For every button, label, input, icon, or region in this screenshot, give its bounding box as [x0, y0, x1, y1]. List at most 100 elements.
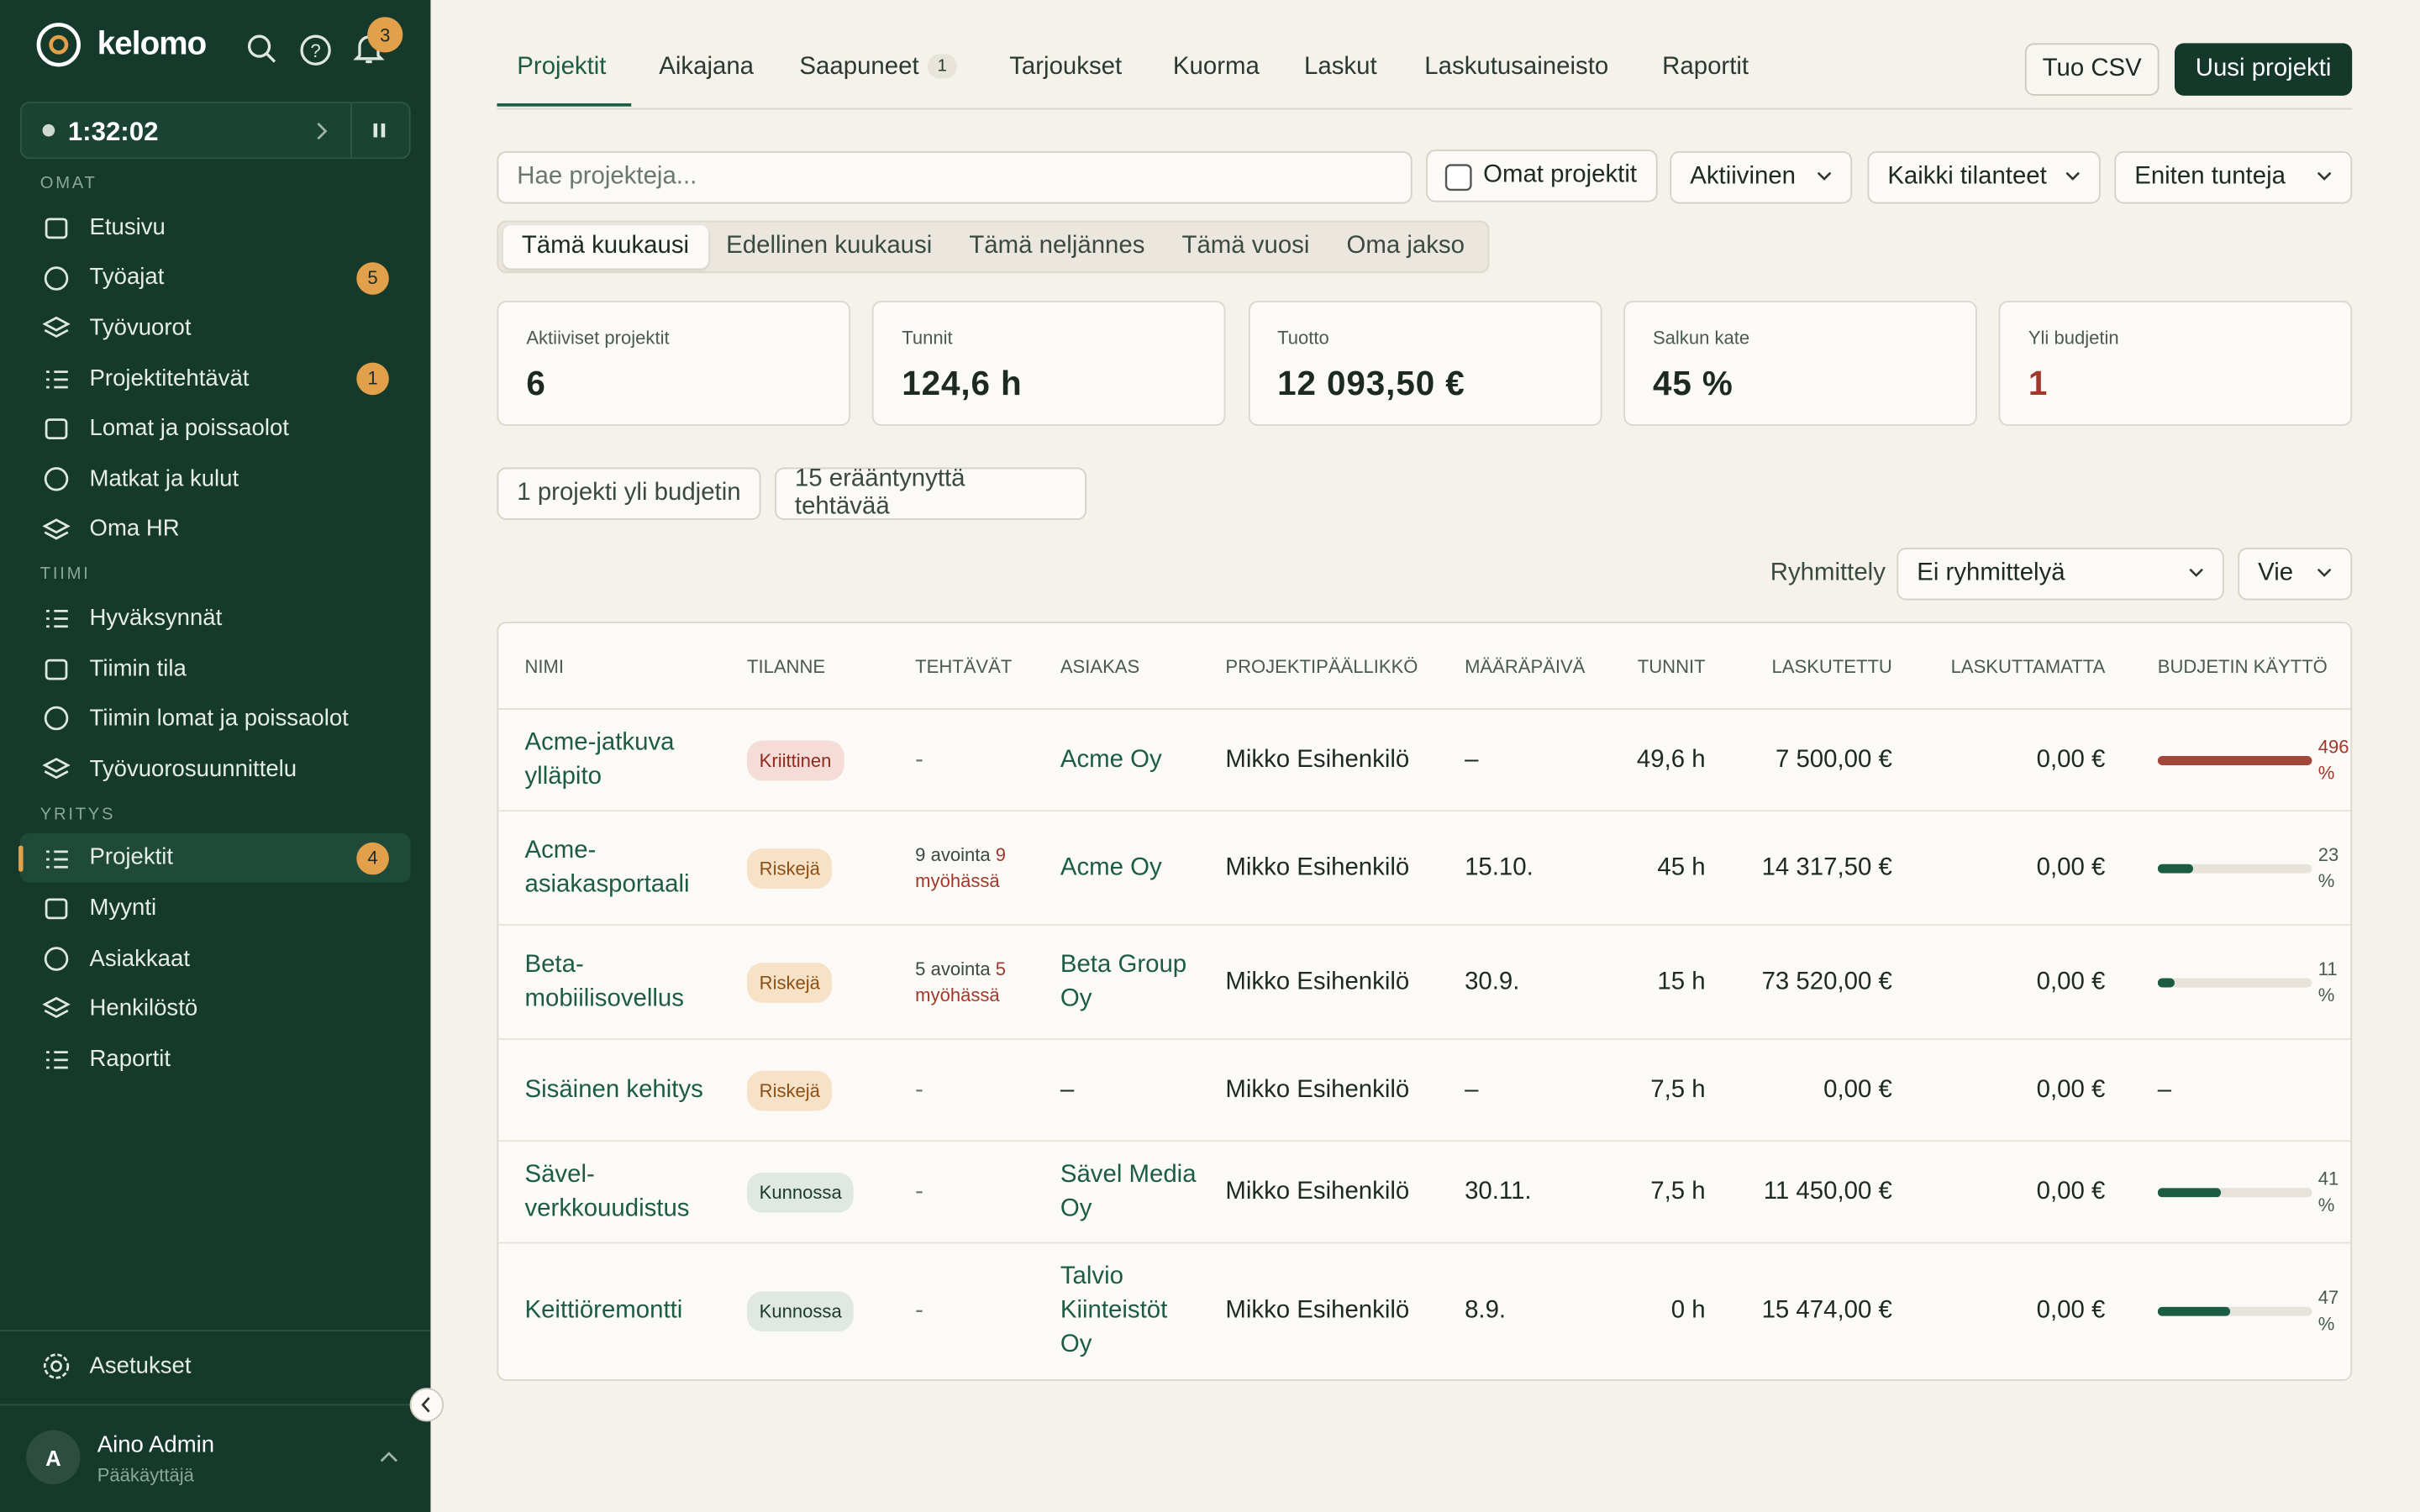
project-name[interactable]: Sävel-verkkouudistus: [498, 1142, 721, 1244]
nav-item[interactable]: Projektit 4: [18, 832, 411, 883]
nav-item[interactable]: Projektitehtävät 1: [20, 353, 411, 403]
tasks-cell: -: [915, 1297, 923, 1324]
pause-button[interactable]: [373, 123, 386, 138]
nav-item[interactable]: Tiimin lomat ja poissaolot: [20, 693, 411, 743]
budget-label: 41 %: [2317, 1168, 2339, 1215]
nav-label: Etusivu: [89, 213, 166, 241]
tab[interactable]: Aikajana: [659, 54, 754, 81]
export-select[interactable]: Vie: [2238, 548, 2353, 601]
nav-item[interactable]: Matkat ja kulut: [20, 454, 411, 504]
hours: 7,5 h: [1611, 1040, 1732, 1142]
due-date: –: [1438, 710, 1612, 812]
project-name[interactable]: Sisäinen kehitys: [498, 1040, 721, 1142]
filter-value: Aktiivinen: [1690, 163, 1797, 190]
settings-link[interactable]: Asetukset: [20, 1341, 480, 1391]
nav-item[interactable]: Asiakkaat: [20, 933, 411, 984]
nav-icon: [42, 317, 71, 339]
nav-item[interactable]: Lomat ja poissaolot: [20, 403, 411, 454]
budget-track: [2157, 755, 2312, 765]
project-row[interactable]: Sisäinen kehitys Riskejä - – Mikko Esihenkil…: [498, 1040, 2351, 1142]
stat-label: Aktiiviset projektit: [526, 327, 670, 349]
projects-table: NIMI TILANNE TEHTÄVÄT ASIAKAS PROJEKTIPÄÄLLI…: [497, 622, 2353, 1381]
tab[interactable]: Saapuneet 1: [799, 54, 956, 81]
budget-label: 496 %: [2317, 737, 2349, 784]
user-menu-chevron[interactable]: [380, 1451, 398, 1463]
tab[interactable]: Tarjoukset: [1009, 54, 1122, 81]
nav-item[interactable]: Työvuorot: [20, 302, 411, 353]
nav-item[interactable]: Hyväksynnät: [20, 593, 411, 643]
project-name[interactable]: Acme-jatkuva ylläpito: [498, 710, 721, 812]
project-name[interactable]: Keittiöremontti: [524, 1297, 683, 1324]
nav-item[interactable]: Myynti: [20, 883, 411, 933]
tab-label: Kuorma: [1172, 54, 1260, 81]
grouping-select[interactable]: Ei ryhmittelyä: [1897, 548, 2224, 601]
user-name: Aino Admin: [97, 1431, 215, 1458]
tab[interactable]: Laskutusaineisto: [1424, 54, 1608, 81]
manager: Mikko Esihenkilö: [1199, 1040, 1439, 1142]
checkbox[interactable]: [1444, 164, 1472, 192]
hours: 15 h: [1611, 926, 1732, 1040]
budget-cell: 23 %: [2131, 811, 2351, 927]
period-option[interactable]: Tämä neljännes: [969, 233, 1145, 260]
stat-card: Tuotto 12 093,50 €: [1248, 301, 1602, 426]
tab[interactable]: Laskut: [1304, 54, 1377, 81]
new-project-button[interactable]: Uusi projekti: [2174, 43, 2353, 96]
project-name[interactable]: Beta-mobiilisovellus: [498, 926, 721, 1040]
own-projects-filter[interactable]: Omat projektit: [1426, 150, 1658, 202]
import-button[interactable]: Tuo CSV: [2024, 43, 2160, 96]
nav-icon: [44, 706, 69, 731]
period-option[interactable]: Edellinen kuukausi: [726, 233, 933, 260]
nav-badge: 1: [356, 362, 389, 395]
period-option[interactable]: Tämä kuukausi: [502, 225, 708, 269]
project-row[interactable]: Beta-mobiilisovellus Riskejä 5 avointa 5 m…: [498, 926, 2351, 1040]
tab[interactable]: Projektit: [517, 54, 606, 81]
project-row[interactable]: Acme-asiakasportaali Riskejä 9 avointa 9 m…: [498, 811, 2351, 927]
period-option[interactable]: Tämä vuosi: [1181, 233, 1310, 260]
nav-item[interactable]: Raportit: [20, 1033, 411, 1084]
timer[interactable]: 1:32:02: [19, 102, 411, 160]
project-row[interactable]: Keittiöremontti Kunnossa - Talvio Kiinteist…: [498, 1243, 2350, 1379]
alert-chip[interactable]: 1 projekti yli budjetin: [497, 467, 761, 520]
nav-item[interactable]: Työajat 5: [20, 252, 411, 302]
invoiced: 7 500,00 €: [1731, 710, 1919, 812]
budget-cell: 11 %: [2131, 926, 2351, 1040]
tab-indicator: [497, 103, 632, 107]
project-name[interactable]: Acme-asiakasportaali: [498, 811, 721, 927]
nav-item[interactable]: Henkilöstö: [20, 984, 411, 1034]
nav-item[interactable]: Oma HR: [20, 504, 411, 554]
column-header: BUDJETIN KÄYTTÖ: [2131, 623, 2351, 710]
client[interactable]: Acme Oy: [1034, 710, 1200, 812]
stat-label: Yli budjetin: [2028, 327, 2119, 349]
tab-label: Tarjoukset: [1009, 54, 1123, 81]
alert-chip[interactable]: 15 erääntynyttä tehtävää: [775, 466, 1087, 520]
nav-item[interactable]: Etusivu: [20, 202, 411, 253]
stat-card: Salkun kate 45 %: [1623, 301, 1977, 426]
nav-label: Projektit: [89, 844, 174, 871]
checkbox-label: Omat projektit: [1483, 161, 1638, 189]
filter-select[interactable]: Aktiivinen: [1670, 151, 1853, 204]
search-icon[interactable]: [247, 34, 278, 65]
tasks-late: 9 myöhässä: [915, 843, 1007, 891]
filter-select[interactable]: Kaikki tilanteet: [1867, 151, 2101, 204]
filter-select[interactable]: Eniten tunteja: [2114, 151, 2353, 204]
nav-item[interactable]: Tiimin tila: [20, 643, 411, 693]
tab-badge: 1: [928, 54, 956, 79]
client[interactable]: Acme Oy: [1034, 811, 1200, 927]
project-row[interactable]: Acme-jatkuva ylläpito Kriittinen - Acme Oy M…: [498, 710, 2351, 812]
project-row[interactable]: Sävel-verkkouudistus Kunnossa - Sävel Media…: [498, 1142, 2351, 1244]
tab[interactable]: Raportit: [1662, 54, 1749, 81]
period-option[interactable]: Oma jakso: [1346, 233, 1465, 260]
client[interactable]: Sävel Media Oy: [1034, 1142, 1200, 1244]
help-icon[interactable]: ?: [299, 34, 332, 66]
collapse-button[interactable]: [409, 1387, 445, 1422]
client[interactable]: Beta Group Oy: [1034, 926, 1200, 1040]
search-input[interactable]: Hae projekteja...: [497, 151, 1413, 204]
nav-item[interactable]: Työvuorosuunnittelu: [20, 743, 411, 794]
tab[interactable]: Kuorma: [1173, 54, 1260, 81]
invoiced: 0,00 €: [1731, 1040, 1919, 1142]
status-cell: Riskejä: [720, 1040, 889, 1142]
status-pill: Riskejä: [746, 848, 833, 889]
client[interactable]: Talvio Kiinteistöt Oy: [1060, 1263, 1168, 1358]
hours: 45 h: [1611, 811, 1732, 927]
chevron: [317, 122, 328, 140]
